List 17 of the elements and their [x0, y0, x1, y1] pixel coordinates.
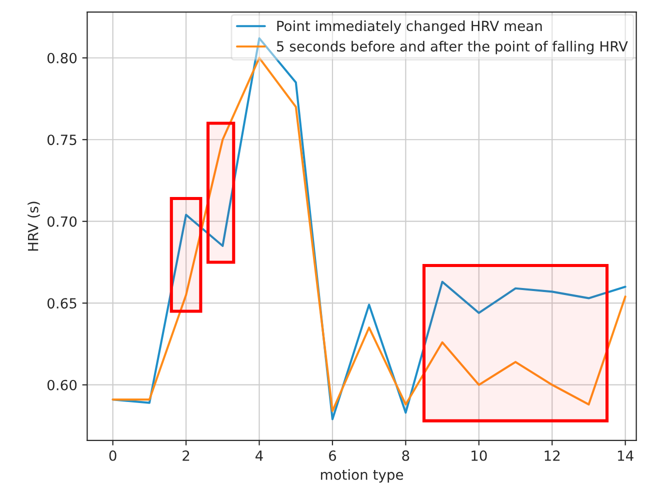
x-axis-title: motion type	[320, 469, 404, 483]
legend-label: Point immediately changed HRV mean	[277, 20, 542, 34]
y-tick-label: 0.65	[47, 298, 76, 309]
legend-label: 5 seconds before and after the point of falling HRV	[277, 40, 628, 54]
x-tick-label: 2	[182, 450, 190, 461]
x-tick-label: 10	[472, 450, 487, 461]
x-tick-label: 8	[402, 450, 410, 461]
y-axis-title: HRV (s)	[28, 202, 40, 251]
y-tick-label: 0.80	[47, 52, 77, 64]
x-tick-label: 0	[109, 450, 116, 461]
x-tick-label: 14	[618, 450, 634, 461]
x-tick-label: 6	[329, 450, 336, 461]
x-tick-label: 12	[544, 450, 560, 461]
y-tick-label: 0.60	[47, 380, 77, 390]
y-tick-label: 0.70	[47, 216, 77, 227]
x-tick-label: 4	[256, 450, 263, 461]
y-tick-label: 0.75	[47, 134, 76, 146]
